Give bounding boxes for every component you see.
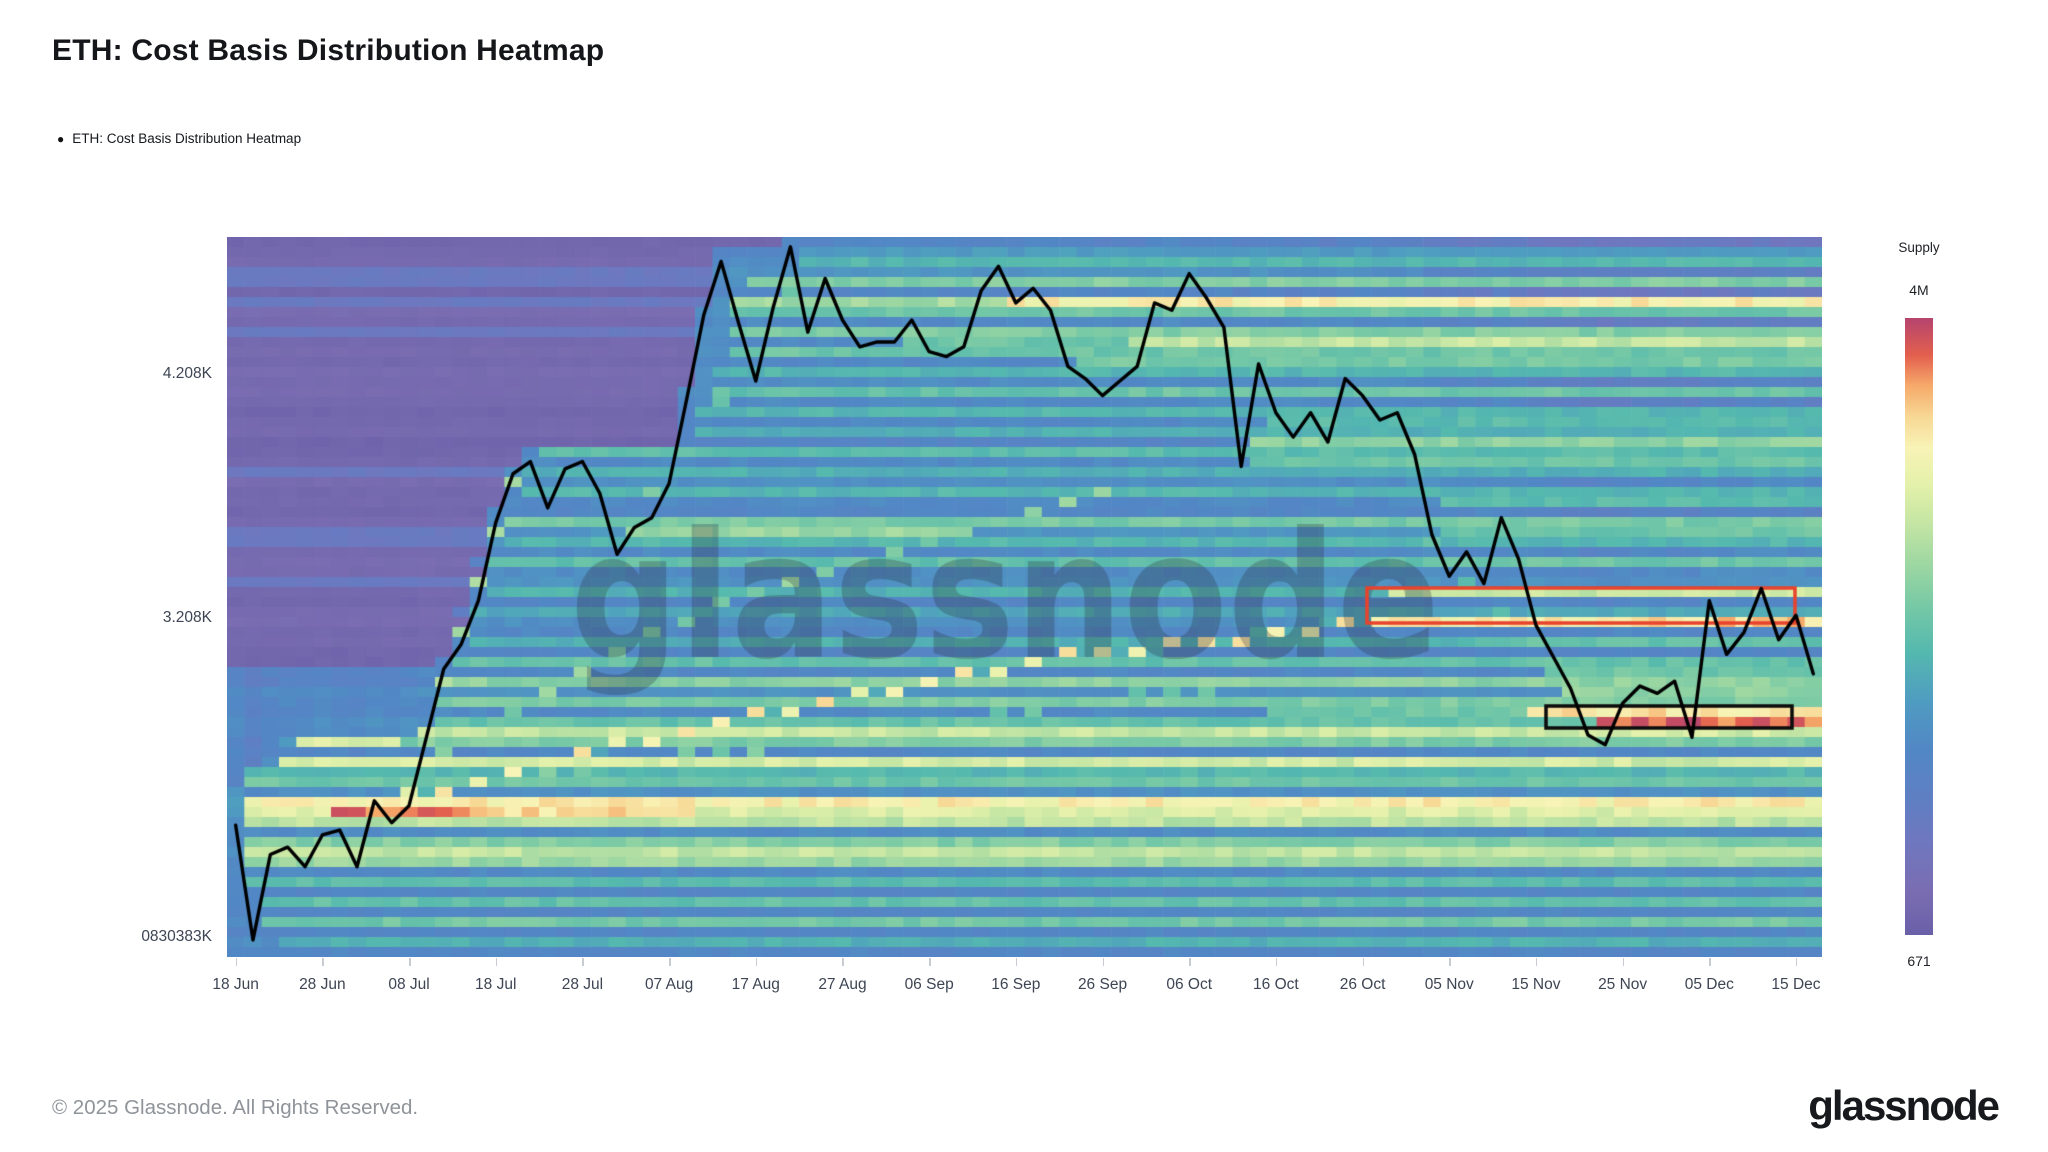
x-axis-label: 25 Nov	[1598, 976, 1648, 993]
x-axis-tick	[1189, 958, 1191, 966]
colorbar-min-label: 671	[1907, 953, 1931, 969]
heatmap-canvas[interactable]	[227, 237, 1822, 957]
x-axis-tick	[1362, 958, 1365, 966]
x-axis-tick	[322, 958, 324, 966]
x-axis-label: 26 Oct	[1339, 976, 1386, 993]
x-axis-tick	[1102, 958, 1105, 966]
legend-label: ETH: Cost Basis Distribution Heatmap	[72, 131, 302, 146]
x-axis-tick	[1795, 958, 1798, 966]
x-axis-label: 08 Jul	[388, 976, 430, 993]
x-axis-label: 15 Dec	[1771, 976, 1821, 993]
x-axis-label: 05 Dec	[1684, 976, 1734, 993]
copyright-text: © 2025 Glassnode. All Rights Reserved.	[52, 1096, 419, 1119]
x-axis-tick	[929, 958, 931, 966]
x-axis-label: 15 Nov	[1511, 976, 1561, 993]
x-axis-tick	[1015, 958, 1018, 966]
page-title: ETH: Cost Basis Distribution Heatmap	[52, 34, 605, 67]
x-axis-label: 28 Jun	[299, 976, 346, 993]
x-axis-tick	[669, 958, 671, 966]
x-axis-tick	[842, 958, 844, 966]
x-axis-tick	[1275, 958, 1278, 966]
x-axis-tick	[1535, 958, 1538, 966]
colorbar-gradient	[1905, 318, 1933, 935]
x-axis-label: 28 Jul	[561, 976, 604, 993]
x-axis-tick	[1449, 958, 1451, 966]
x-axis-label: 27 Aug	[818, 976, 867, 993]
x-axis-label: 17 Aug	[731, 976, 780, 993]
x-axis-label: 06 Sep	[904, 976, 954, 993]
x-axis-tick	[495, 958, 498, 966]
x-axis-label: 16 Sep	[991, 976, 1041, 993]
x-axis-tick	[755, 958, 758, 966]
x-axis-tick	[409, 958, 411, 966]
glassnode-logo: glassnode	[1808, 1082, 2000, 1129]
legend-marker-icon: ●	[57, 131, 65, 146]
colorbar-max-label: 4M	[1909, 282, 1929, 298]
x-axis-tick	[235, 958, 238, 966]
x-axis-tick	[1709, 958, 1711, 966]
x-axis-label: 26 Sep	[1077, 976, 1128, 993]
x-axis-tick	[1622, 958, 1625, 966]
x-axis-label: 16 Oct	[1253, 976, 1299, 993]
legend-item[interactable]: ● ETH: Cost Basis Distribution Heatmap	[57, 131, 301, 146]
y-axis-label: 4.208K	[162, 365, 212, 382]
x-axis-label: 18 Jul	[475, 976, 517, 993]
x-axis-tick	[582, 958, 584, 966]
colorbar-title: Supply	[1898, 240, 1940, 255]
y-axis-label: 0830383K	[141, 928, 212, 945]
x-axis-label: 18 Jun	[212, 976, 259, 993]
x-axis-label: 05 Nov	[1424, 976, 1474, 993]
heatmap-chart: 4.208K 3.208K 0830383K 18 Jun 28 Jun 08 Jul 1…	[141, 237, 1940, 993]
y-axis-label: 3.208K	[162, 609, 212, 626]
x-axis-label: 06 Oct	[1166, 976, 1213, 993]
x-axis-label: 07 Aug	[644, 976, 694, 993]
